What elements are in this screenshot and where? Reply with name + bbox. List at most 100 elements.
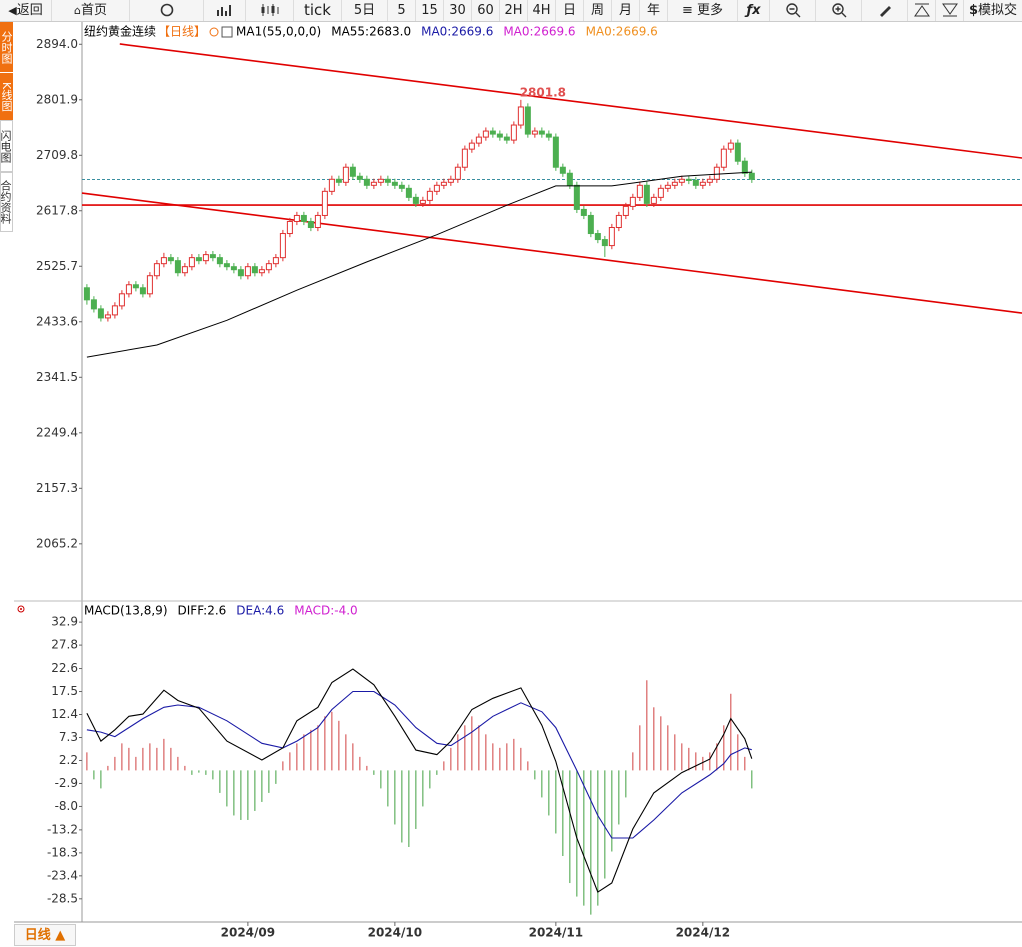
period-button[interactable]: 2H — [500, 0, 528, 21]
candle-body — [349, 166, 356, 177]
y-tick-label: -23.4 — [47, 868, 78, 882]
y-tick-label: -18.3 — [47, 845, 78, 859]
x-tick-label: 2024/11 — [529, 926, 583, 940]
candle-body — [202, 254, 209, 262]
candle-body — [335, 178, 342, 183]
candle-body — [405, 187, 412, 198]
bars-icon — [216, 5, 231, 16]
candle-body — [531, 130, 538, 135]
candle-body — [419, 199, 426, 204]
candle-body — [447, 178, 454, 183]
period-button[interactable]: 5 — [388, 0, 416, 21]
side-tab[interactable]: K线图 — [0, 72, 13, 120]
legend-item: DIFF:2.6 — [178, 604, 227, 618]
candle-body — [608, 227, 615, 247]
period-button[interactable]: 日 — [556, 0, 584, 21]
candle-body — [580, 208, 587, 216]
candle-body — [461, 148, 468, 168]
zoom-out-icon — [785, 3, 800, 18]
sim-trade-button[interactable]: $模拟交 — [968, 3, 1018, 18]
period-button[interactable]: 5日 — [342, 0, 388, 21]
period-tab[interactable]: 日线 ▲ — [14, 924, 76, 946]
y-tick-label: -8.0 — [55, 799, 78, 813]
more-button[interactable]: ≡ 更多 — [668, 0, 738, 21]
candle-body — [678, 178, 685, 183]
y-tick-label: 2433.6 — [36, 314, 78, 328]
candle-body — [545, 133, 552, 138]
zoom-in-button[interactable] — [816, 0, 862, 21]
y-tick-label: 2249.4 — [36, 425, 78, 439]
candle-body — [97, 308, 104, 319]
candle-body — [216, 257, 223, 265]
trend-line — [119, 43, 1022, 159]
candle-body — [272, 257, 279, 265]
y-tick-label: 2.2 — [59, 753, 78, 767]
label: 返回 — [16, 3, 43, 18]
candle-body — [160, 257, 167, 265]
period-button[interactable]: 4H — [528, 0, 556, 21]
legend-item: MA1(55,0,0,0) — [236, 25, 321, 39]
y-tick-label: 2525.7 — [36, 259, 78, 273]
kline-button[interactable] — [246, 0, 294, 21]
candle-body — [741, 160, 748, 174]
tick-button[interactable]: tick — [294, 0, 342, 21]
draw-button[interactable] — [862, 0, 908, 21]
candle-body — [643, 184, 650, 204]
candle-body — [314, 214, 321, 229]
triangle-icon — [913, 3, 930, 17]
candle-body — [433, 184, 440, 192]
candle-body — [412, 196, 419, 204]
timeshare-button[interactable] — [204, 0, 246, 21]
candle-body — [734, 142, 741, 162]
candle-body — [293, 214, 300, 222]
period-button[interactable]: 月 — [612, 0, 640, 21]
legend-item: MA0:2669.6 — [421, 25, 493, 39]
candle-body — [657, 187, 664, 198]
x-tick-label: 2024/09 — [221, 926, 275, 940]
candle-body — [118, 293, 125, 307]
zoom-out-button[interactable] — [770, 0, 816, 21]
y-tick-label: -13.2 — [47, 822, 78, 836]
candle-body — [90, 299, 97, 310]
candle-body — [258, 269, 265, 274]
peak-label: 2801.8 — [520, 85, 566, 99]
down-button[interactable] — [936, 0, 964, 21]
candle-body — [552, 136, 559, 168]
candle-body — [153, 263, 160, 277]
y-tick-label: 12.4 — [51, 707, 78, 721]
candle-body — [188, 257, 195, 268]
period-button[interactable]: 年 — [640, 0, 668, 21]
refresh-button[interactable] — [130, 0, 204, 21]
formula-button[interactable]: ƒx — [738, 0, 770, 21]
x-tick-label: 2024/12 — [676, 926, 730, 940]
side-tab[interactable]: 合约资料 — [0, 172, 13, 232]
y-tick-label: 17.5 — [51, 684, 78, 698]
triangle-icon — [941, 3, 958, 17]
side-tab[interactable]: 闪电图 — [0, 120, 13, 172]
side-tab[interactable]: 分时图 — [0, 22, 13, 72]
candle-body — [328, 178, 335, 192]
period-button[interactable]: 30 — [444, 0, 472, 21]
candle-body — [398, 184, 405, 189]
y-tick-label: -28.5 — [47, 891, 78, 905]
label: 首页 — [80, 3, 107, 18]
period-button[interactable]: 60 — [472, 0, 500, 21]
period-button[interactable]: 15 — [416, 0, 444, 21]
candle-body — [727, 142, 734, 150]
candle-body — [496, 133, 503, 138]
legend-item: MACD:-4.0 — [294, 604, 357, 618]
period-button[interactable]: 周 — [584, 0, 612, 21]
home-button[interactable]: ⌂首页 — [52, 0, 130, 21]
settings-icon — [209, 27, 219, 37]
candle-body — [139, 287, 146, 295]
candle-body — [265, 263, 272, 271]
candle-body — [720, 148, 727, 168]
up-button[interactable] — [908, 0, 936, 21]
candle-body — [699, 181, 706, 186]
back-button[interactable]: ◀返回 — [0, 0, 52, 21]
candle-body — [566, 172, 573, 186]
y-tick-label: 22.6 — [51, 661, 78, 675]
candle-body — [132, 284, 139, 289]
dea-line — [86, 690, 752, 839]
